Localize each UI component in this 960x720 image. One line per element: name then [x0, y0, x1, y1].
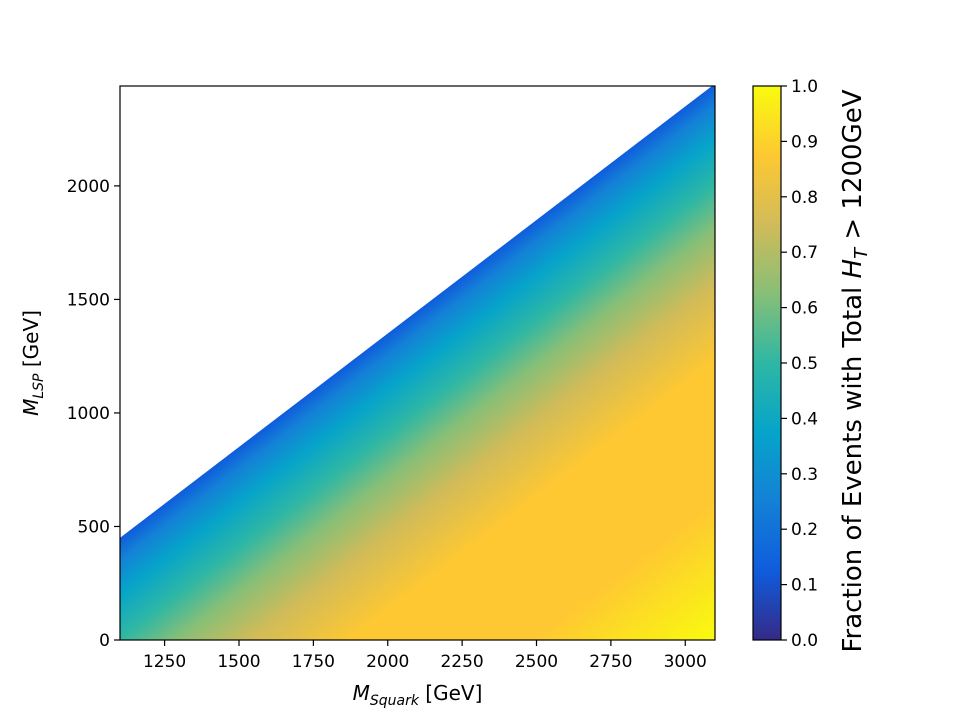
y-axis-ticks: 0 500 1000 1500 2000: [67, 177, 120, 651]
colorbar-tick-label: 0.8: [791, 188, 818, 208]
y-tick-label: 0: [99, 631, 110, 651]
colorbar-ticks: 0.0 0.1 0.2 0.3 0.4 0.5 0.6 0.7 0.8 0.9 1.0: [781, 77, 818, 651]
x-tick-label: 1750: [292, 652, 335, 672]
plot-area: [120, 86, 715, 640]
fraction-filled-region: [120, 86, 715, 640]
x-tick-label: 1250: [143, 652, 186, 672]
y-tick-label: 2000: [67, 177, 110, 197]
x-tick-label: 3000: [664, 652, 707, 672]
colorbar-tick-label: 1.0: [791, 77, 818, 97]
x-tick-label: 1500: [217, 652, 260, 672]
x-axis-ticks: 1250 1500 1750 2000 2250 2500 2750 3000: [143, 640, 707, 672]
x-tick-label: 2250: [440, 652, 483, 672]
colorbar-label: Fraction of Events with Total HT > 1200G…: [838, 89, 872, 652]
y-tick-label: 1500: [67, 290, 110, 310]
colorbar-tick-label: 0.4: [791, 409, 818, 429]
x-tick-label: 2750: [589, 652, 632, 672]
colorbar-tick-label: 0.5: [791, 354, 818, 374]
axes-frame: [119, 85, 716, 641]
y-tick-label: 1000: [67, 404, 110, 424]
x-tick-label: 2500: [515, 652, 558, 672]
y-axis-label: MLSP [GeV]: [19, 310, 47, 416]
colorbar-tick-label: 0.1: [791, 576, 818, 596]
y-tick-label: 500: [78, 517, 110, 537]
colorbar-tick-label: 0.9: [791, 132, 818, 152]
colorbar: [752, 85, 782, 641]
colorbar-tick-label: 0.6: [791, 299, 818, 319]
colorbar-tick-label: 0.0: [791, 631, 818, 651]
colorbar-tick-label: 0.2: [791, 520, 818, 540]
x-tick-label: 2000: [366, 652, 409, 672]
colorbar-tick-label: 0.3: [791, 465, 818, 485]
x-axis-label: MSquark [GeV]: [353, 681, 483, 709]
colorbar-tick-label: 0.7: [791, 243, 818, 263]
